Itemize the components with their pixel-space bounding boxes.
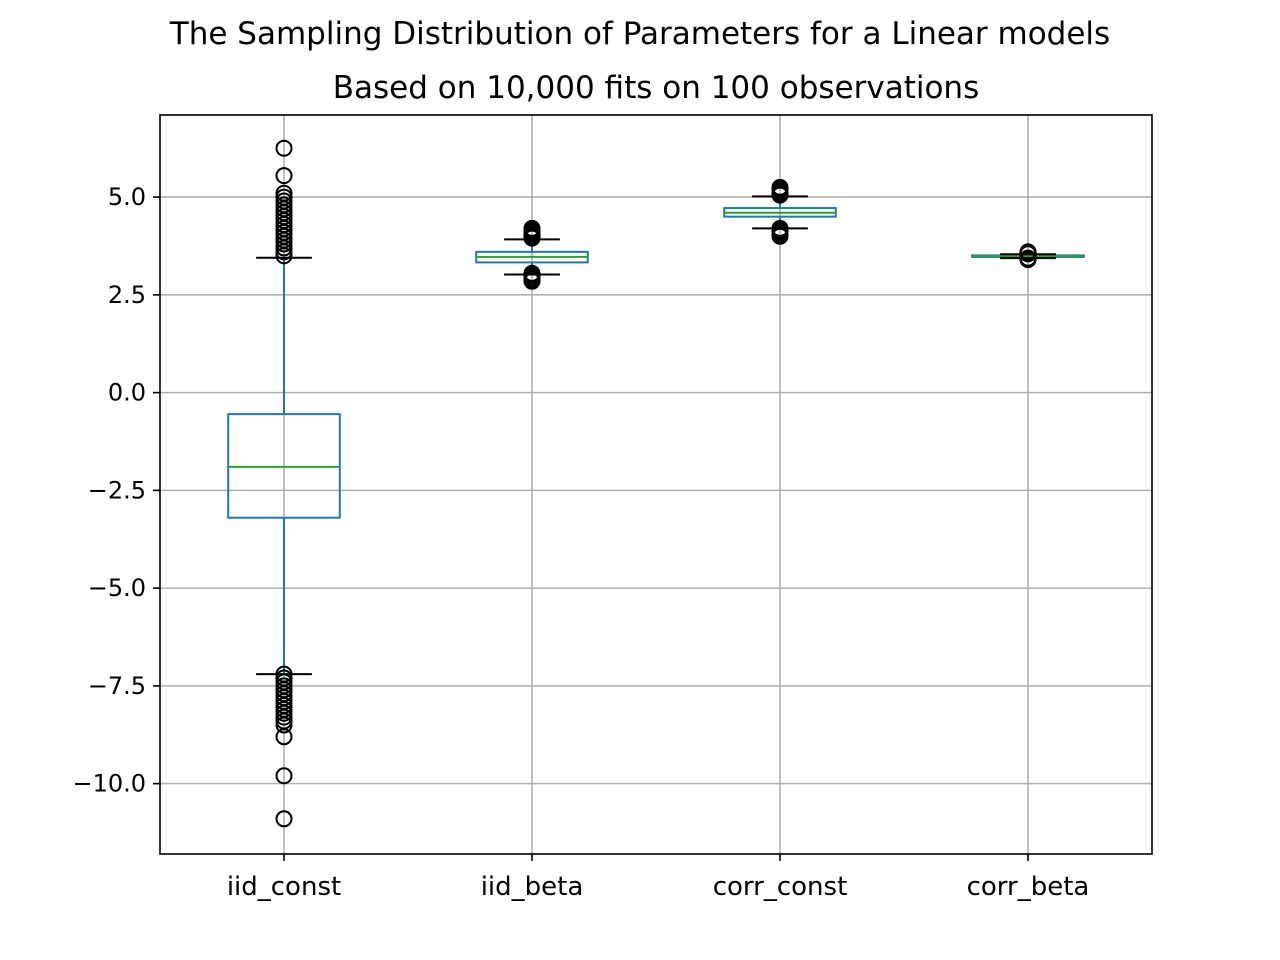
outlier-point bbox=[275, 167, 293, 185]
box-plots bbox=[227, 139, 1085, 828]
plot-frame bbox=[159, 114, 1153, 855]
x-tick-label: iid_beta bbox=[481, 872, 584, 902]
outlier-point bbox=[771, 186, 789, 204]
y-tick-label: −5.0 bbox=[88, 574, 146, 602]
axes: 5.0 2.5 0.0 −2.5 −5.0 −7.5 −10.0 iid_const iid_b… bbox=[72, 183, 1089, 902]
y-tick-label: −2.5 bbox=[88, 476, 146, 504]
y-tick-label: −7.5 bbox=[88, 672, 146, 700]
outlier-point bbox=[275, 139, 293, 157]
outlier-point bbox=[275, 247, 293, 265]
outlier-point bbox=[275, 810, 293, 828]
outlier-point bbox=[275, 716, 293, 734]
chart-subtitle: Based on 10,000 fits on 100 observations bbox=[333, 70, 979, 106]
outlier-point bbox=[523, 229, 541, 247]
box-corr_const bbox=[723, 178, 837, 245]
chart-title: The Sampling Distribution of Parameters … bbox=[169, 16, 1110, 52]
box-iid_const bbox=[227, 139, 341, 828]
grid-lines bbox=[160, 115, 1152, 854]
y-tick-label: −10.0 bbox=[72, 770, 146, 798]
box-corr_beta bbox=[971, 243, 1085, 269]
x-tick-label: iid_const bbox=[227, 872, 341, 902]
outlier-point bbox=[1019, 251, 1037, 269]
outlier-point bbox=[275, 767, 293, 785]
x-tick-label: corr_beta bbox=[967, 872, 1090, 902]
y-tick-label: 2.5 bbox=[108, 281, 146, 309]
box-iid_beta bbox=[475, 219, 589, 290]
outlier-point bbox=[275, 728, 293, 746]
x-tick-label: corr_const bbox=[713, 872, 848, 902]
y-tick-label: 5.0 bbox=[108, 183, 146, 211]
y-tick-label: 0.0 bbox=[108, 379, 146, 407]
